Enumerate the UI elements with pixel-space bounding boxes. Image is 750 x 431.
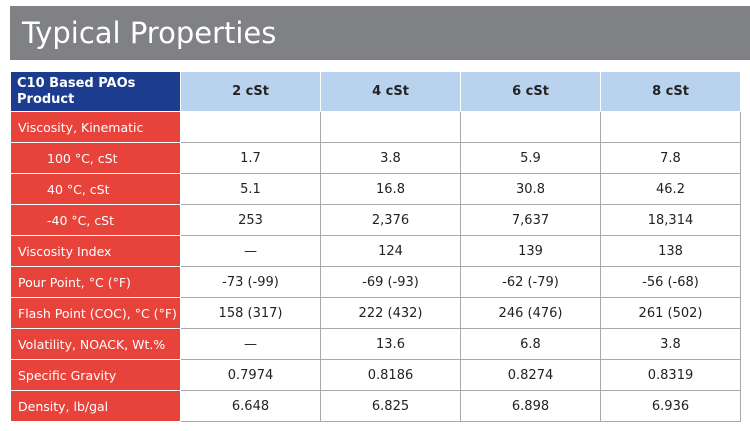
cell: 246 (476) <box>460 297 601 329</box>
cell: 30.8 <box>460 173 601 205</box>
cell: 7,637 <box>460 204 601 236</box>
cell: -56 (-68) <box>600 266 741 298</box>
row: Specific Gravity 0.7974 0.8186 0.8274 0.8319 <box>10 359 741 391</box>
cell: 7.8 <box>600 142 741 174</box>
cell <box>460 111 601 143</box>
cell: 3.8 <box>600 328 741 360</box>
cell: — <box>180 235 321 267</box>
cell: 0.8274 <box>460 359 601 391</box>
row: Density, lb/gal 6.648 6.825 6.898 6.936 <box>10 390 741 422</box>
row-label: Specific Gravity <box>10 359 181 391</box>
cell: 222 (432) <box>320 297 461 329</box>
corner-text: Product <box>17 91 75 107</box>
row-label: Pour Point, °C (°F) <box>10 266 181 298</box>
page-title: Typical Properties <box>10 6 750 60</box>
cell: 5.9 <box>460 142 601 174</box>
cell: 1.7 <box>180 142 321 174</box>
cell: 3.8 <box>320 142 461 174</box>
row-label: 100 °C, cSt <box>10 142 181 174</box>
column-header: 4 cSt <box>320 71 461 112</box>
row: Viscosity, Kinematic <box>10 111 741 143</box>
cell: 13.6 <box>320 328 461 360</box>
cell: 16.8 <box>320 173 461 205</box>
row-label: Flash Point (COC), °C (°F) <box>10 297 181 329</box>
row-label: Volatility, NOACK, Wt.% <box>10 328 181 360</box>
cell: 6.648 <box>180 390 321 422</box>
cell: — <box>180 328 321 360</box>
row: Pour Point, °C (°F) -73 (-99) -69 (-93) -62… <box>10 266 741 298</box>
cell: 124 <box>320 235 461 267</box>
column-header: 2 cSt <box>180 71 321 112</box>
cell: 158 (317) <box>180 297 321 329</box>
cell: 5.1 <box>180 173 321 205</box>
column-header: 6 cSt <box>460 71 601 112</box>
row-label: 40 °C, cSt <box>10 173 181 205</box>
cell: 0.8319 <box>600 359 741 391</box>
row: Volatility, NOACK, Wt.% —13.6 6.8 3.8 <box>10 328 741 360</box>
cell: 2,376 <box>320 204 461 236</box>
cell: 0.8186 <box>320 359 461 391</box>
cell: 253 <box>180 204 321 236</box>
row-label: -40 °C, cSt <box>10 204 181 236</box>
cell: 6.936 <box>600 390 741 422</box>
cell <box>320 111 461 143</box>
cell: 6.898 <box>460 390 601 422</box>
cell: 261 (502) <box>600 297 741 329</box>
properties-table: C10 Based PAOs Product 2 cSt 4 cSt 6 cSt 8 cS… <box>10 71 741 422</box>
row-label: Viscosity, Kinematic <box>10 111 181 143</box>
cell: 46.2 <box>600 173 741 205</box>
row: Viscosity Index —124 139 138 <box>10 235 741 267</box>
column-header: 8 cSt <box>600 71 741 112</box>
row: 100 °C, cSt 1.7 3.8 5.9 7.8 <box>10 142 741 174</box>
cell: -73 (-99) <box>180 266 321 298</box>
cell: 0.7974 <box>180 359 321 391</box>
corner-cell: C10 Based PAOs Product <box>10 71 181 112</box>
row-label: Viscosity Index <box>10 235 181 267</box>
row: Flash Point (COC), °C (°F) 158 (317) 222 (… <box>10 297 741 329</box>
cell: 139 <box>460 235 601 267</box>
header-row: C10 Based PAOs Product 2 cSt 4 cSt 6 cSt 8 cS… <box>10 71 741 112</box>
cell: -69 (-93) <box>320 266 461 298</box>
row-label: Density, lb/gal <box>10 390 181 422</box>
cell: 138 <box>600 235 741 267</box>
corner-text: C10 Based PAOs <box>17 75 136 91</box>
cell <box>180 111 321 143</box>
cell: -62 (-79) <box>460 266 601 298</box>
cell: 18,314 <box>600 204 741 236</box>
row: -40 °C, cSt 253 2,376 7,637 18,314 <box>10 204 741 236</box>
cell <box>600 111 741 143</box>
row: 40 °C, cSt 5.1 16.8 30.8 46.2 <box>10 173 741 205</box>
cell: 6.8 <box>460 328 601 360</box>
cell: 6.825 <box>320 390 461 422</box>
